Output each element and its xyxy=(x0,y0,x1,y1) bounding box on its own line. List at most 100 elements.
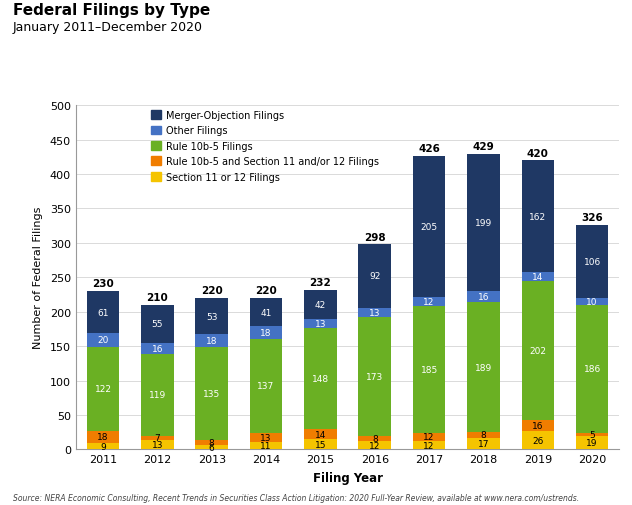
Bar xyxy=(521,161,554,272)
Bar xyxy=(141,440,174,449)
Bar xyxy=(87,333,119,347)
Bar xyxy=(195,335,228,347)
Bar xyxy=(521,282,554,421)
Bar xyxy=(576,305,609,433)
Text: 11: 11 xyxy=(260,441,272,450)
Text: 326: 326 xyxy=(581,213,603,223)
Text: 17: 17 xyxy=(478,439,489,448)
Text: 122: 122 xyxy=(95,384,111,393)
Bar xyxy=(413,306,446,433)
Bar xyxy=(195,298,228,335)
Bar xyxy=(521,421,554,432)
Text: 55: 55 xyxy=(152,320,163,329)
Bar xyxy=(250,442,283,449)
Text: 20: 20 xyxy=(97,336,109,345)
Bar xyxy=(304,439,337,449)
Bar xyxy=(304,430,337,439)
Text: January 2011–December 2020: January 2011–December 2020 xyxy=(13,21,203,34)
Text: 135: 135 xyxy=(203,389,221,398)
Text: 8: 8 xyxy=(209,438,215,447)
Text: 13: 13 xyxy=(369,308,380,317)
Bar xyxy=(195,445,228,449)
Bar xyxy=(141,436,174,440)
Text: 18: 18 xyxy=(206,336,217,345)
Text: 12: 12 xyxy=(423,297,435,306)
Text: Source: NERA Economic Consulting, Recent Trends in Securities Class Action Litig: Source: NERA Economic Consulting, Recent… xyxy=(13,493,579,502)
Bar xyxy=(413,441,446,449)
Bar xyxy=(304,290,337,319)
Text: 173: 173 xyxy=(366,372,384,381)
Bar xyxy=(250,298,283,327)
Bar xyxy=(467,155,500,291)
Bar xyxy=(521,432,554,449)
Text: 92: 92 xyxy=(369,272,380,281)
Bar xyxy=(467,432,500,438)
Text: 19: 19 xyxy=(586,438,598,447)
Text: 137: 137 xyxy=(257,381,275,390)
Bar xyxy=(250,339,283,433)
Bar xyxy=(195,440,228,445)
Text: 12: 12 xyxy=(423,433,435,441)
Text: 10: 10 xyxy=(586,297,598,306)
Text: 148: 148 xyxy=(312,374,329,383)
Bar xyxy=(413,433,446,441)
Text: 220: 220 xyxy=(255,286,277,295)
Text: 230: 230 xyxy=(92,279,114,289)
Text: 26: 26 xyxy=(532,436,544,445)
Text: 5: 5 xyxy=(589,430,595,439)
Text: 8: 8 xyxy=(372,434,378,443)
Text: 41: 41 xyxy=(260,308,272,317)
Text: 119: 119 xyxy=(149,390,166,399)
Y-axis label: Number of Federal Filings: Number of Federal Filings xyxy=(33,207,43,349)
Text: 298: 298 xyxy=(364,232,386,242)
Text: 426: 426 xyxy=(418,144,440,154)
Bar xyxy=(195,347,228,440)
Bar xyxy=(576,226,609,298)
Text: 232: 232 xyxy=(310,277,331,287)
Text: 13: 13 xyxy=(260,433,272,442)
Bar xyxy=(467,291,500,302)
X-axis label: Filing Year: Filing Year xyxy=(313,471,382,484)
Bar xyxy=(467,302,500,432)
Text: 189: 189 xyxy=(475,363,492,372)
Bar xyxy=(304,328,337,430)
Text: 6: 6 xyxy=(209,443,215,452)
Bar xyxy=(413,157,446,297)
Text: 199: 199 xyxy=(475,219,492,228)
Bar xyxy=(576,436,609,449)
Bar xyxy=(576,433,609,436)
Bar xyxy=(87,291,119,333)
Bar xyxy=(141,305,174,343)
Text: 13: 13 xyxy=(315,319,326,328)
Text: 185: 185 xyxy=(420,365,438,374)
Bar xyxy=(87,431,119,443)
Text: 220: 220 xyxy=(201,286,222,295)
Text: 61: 61 xyxy=(97,308,109,317)
Bar xyxy=(250,327,283,339)
Text: 162: 162 xyxy=(529,212,547,221)
Text: 7: 7 xyxy=(154,434,161,442)
Text: 12: 12 xyxy=(369,441,380,450)
Bar xyxy=(358,436,391,441)
Bar xyxy=(304,319,337,328)
Text: 12: 12 xyxy=(423,441,435,450)
Text: Federal Filings by Type: Federal Filings by Type xyxy=(13,3,210,18)
Text: 53: 53 xyxy=(206,312,217,321)
Text: 14: 14 xyxy=(315,430,326,439)
Bar xyxy=(87,443,119,449)
Text: 14: 14 xyxy=(532,273,544,282)
Text: 202: 202 xyxy=(530,347,546,356)
Text: 210: 210 xyxy=(147,292,168,302)
Text: 429: 429 xyxy=(473,142,494,152)
Bar xyxy=(358,245,391,308)
Bar xyxy=(141,354,174,436)
Text: 420: 420 xyxy=(527,148,549,158)
Text: 9: 9 xyxy=(100,442,106,451)
Bar xyxy=(250,433,283,442)
Text: 106: 106 xyxy=(583,258,601,267)
Bar xyxy=(141,343,174,354)
Bar xyxy=(521,272,554,282)
Text: 42: 42 xyxy=(315,300,326,309)
Text: 15: 15 xyxy=(315,440,326,449)
Text: 16: 16 xyxy=(478,292,489,301)
